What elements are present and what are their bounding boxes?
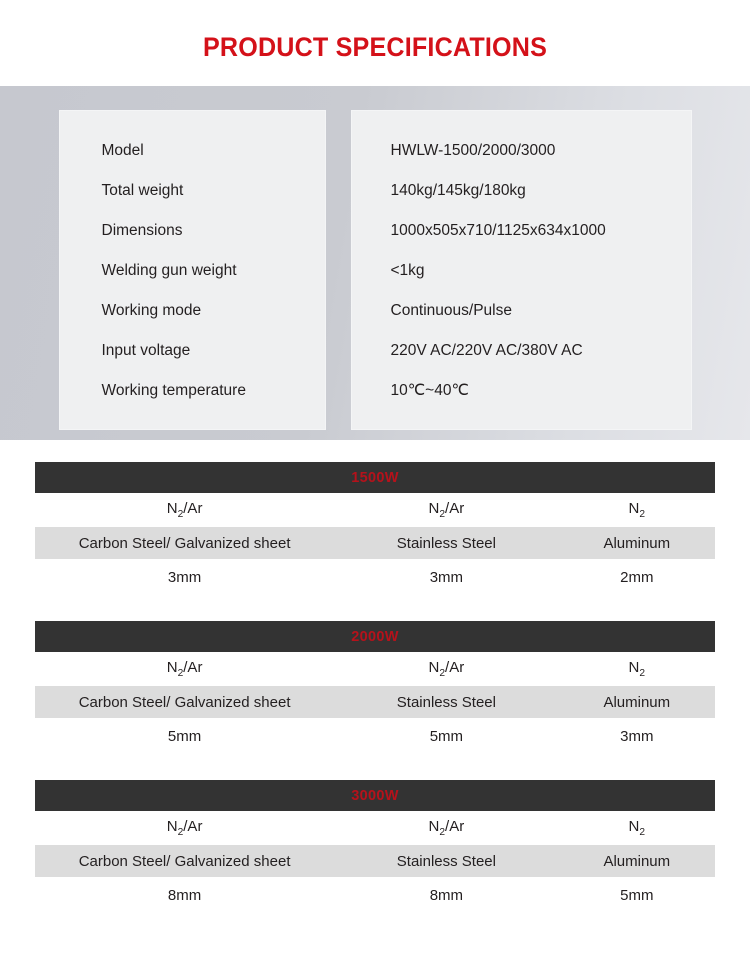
table-row: 5mm 5mm 3mm xyxy=(35,718,715,755)
gas-cell: N2/Ar xyxy=(334,493,559,527)
table-row: N2/Ar N2/Ar N2 xyxy=(35,652,715,686)
gas-cell: N2 xyxy=(558,811,715,845)
spec-value-model: HWLW-1500/2000/3000 xyxy=(390,142,556,159)
table-row-power-header: 1500W xyxy=(35,462,715,493)
table-row: N2/Ar N2/Ar N2 xyxy=(35,811,715,845)
gas-cell: N2/Ar xyxy=(35,652,335,686)
power-label-3000w: 3000W xyxy=(35,780,715,811)
table-row: Carbon Steel/ Galvanized sheet Stainless… xyxy=(35,527,715,559)
spec-label-working-temperature: Working temperature xyxy=(101,382,246,399)
gas-cell: N2/Ar xyxy=(334,811,559,845)
spec-value-total-weight: 140kg/145kg/180kg xyxy=(390,182,526,199)
spec-label-working-mode: Working mode xyxy=(101,302,202,319)
table-row-power-header: 3000W xyxy=(35,780,715,811)
material-cell: Stainless Steel xyxy=(334,845,559,877)
gas-cell: N2/Ar xyxy=(334,652,559,686)
gas-cell: N2 xyxy=(558,652,715,686)
material-cell: Stainless Steel xyxy=(334,527,559,559)
specifications-label-panel: Model Total weight Dimensions Welding gu… xyxy=(58,110,326,430)
table-row: 3mm 3mm 2mm xyxy=(35,559,715,596)
thickness-cell: 8mm xyxy=(334,877,559,914)
table-row: N2/Ar N2/Ar N2 xyxy=(35,493,715,527)
gas-cell: N2 xyxy=(558,493,715,527)
thickness-cell: 5mm xyxy=(334,718,559,755)
power-label-2000w: 2000W xyxy=(35,621,715,652)
material-cell: Carbon Steel/ Galvanized sheet xyxy=(35,527,335,559)
thickness-cell: 3mm xyxy=(334,559,559,596)
material-cell: Carbon Steel/ Galvanized sheet xyxy=(35,686,335,718)
spec-value-input-voltage: 220V AC/220V AC/380V AC xyxy=(390,342,583,359)
spec-label-welding-gun-weight: Welding gun weight xyxy=(101,262,237,279)
spec-label-input-voltage: Input voltage xyxy=(101,342,191,359)
gas-cell: N2/Ar xyxy=(35,493,335,527)
thickness-cell: 2mm xyxy=(558,559,715,596)
specifications-panels: Model Total weight Dimensions Welding gu… xyxy=(0,110,750,430)
table-row: 8mm 8mm 5mm xyxy=(35,877,715,914)
spec-value-working-temperature: 10℃~40℃ xyxy=(390,382,469,399)
specifications-band: Model Total weight Dimensions Welding gu… xyxy=(0,86,750,440)
material-cell: Stainless Steel xyxy=(334,686,559,718)
specifications-value-panel: HWLW-1500/2000/3000 140kg/145kg/180kg 10… xyxy=(350,110,692,430)
welding-thickness-table-3000w: 3000W N2/Ar N2/Ar N2 Carbon Steel/ Galva… xyxy=(35,780,715,914)
spec-value-welding-gun-weight: <1kg xyxy=(390,262,425,279)
welding-thickness-table-1500w: 1500W N2/Ar N2/Ar N2 Carbon Steel/ Galva… xyxy=(35,462,715,596)
table-row-power-header: 2000W xyxy=(35,621,715,652)
spec-label-dimensions: Dimensions xyxy=(101,222,183,239)
thickness-cell: 3mm xyxy=(35,559,335,596)
material-cell: Aluminum xyxy=(558,845,715,877)
thickness-cell: 3mm xyxy=(558,718,715,755)
page-title-product-specifications: PRODUCT SPECIFICATIONS xyxy=(202,32,548,62)
table-row: Carbon Steel/ Galvanized sheet Stainless… xyxy=(35,686,715,718)
spec-value-dimensions: 1000x505x710/1125x634x1000 xyxy=(390,222,606,239)
welding-thickness-tables: 1500W N2/Ar N2/Ar N2 Carbon Steel/ Galva… xyxy=(0,462,750,914)
spec-value-working-mode: Continuous/Pulse xyxy=(390,302,513,319)
material-cell: Aluminum xyxy=(558,527,715,559)
thickness-cell: 5mm xyxy=(558,877,715,914)
material-cell: Carbon Steel/ Galvanized sheet xyxy=(35,845,335,877)
gas-cell: N2/Ar xyxy=(35,811,335,845)
thickness-cell: 8mm xyxy=(35,877,335,914)
table-row: Carbon Steel/ Galvanized sheet Stainless… xyxy=(35,845,715,877)
power-label-1500w: 1500W xyxy=(35,462,715,493)
welding-thickness-table-2000w: 2000W N2/Ar N2/Ar N2 Carbon Steel/ Galva… xyxy=(35,621,715,755)
spec-label-total-weight: Total weight xyxy=(101,182,184,199)
material-cell: Aluminum xyxy=(558,686,715,718)
thickness-cell: 5mm xyxy=(35,718,335,755)
spec-label-model: Model xyxy=(101,142,144,159)
